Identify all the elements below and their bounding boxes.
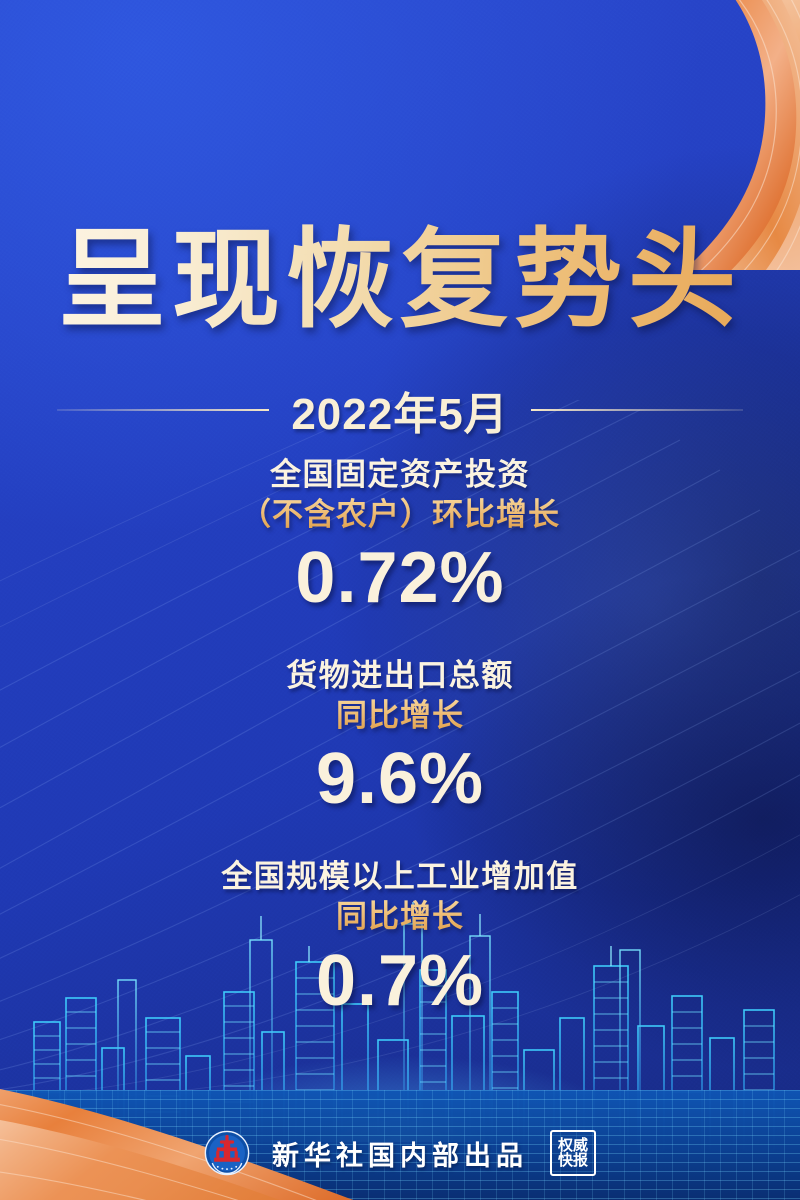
badge-line-2: 快报 <box>557 1152 588 1169</box>
stat-value: 9.6% <box>315 739 485 820</box>
ribbon-bottom-left <box>0 1040 380 1200</box>
stat-sublabel: 同比增长 <box>0 696 800 736</box>
stat-block-2: 货物进出口总额 同比增长 9.6% <box>0 656 800 819</box>
status-badge: 权威 快报 <box>550 1130 596 1176</box>
stat-label: 全国规模以上工业增加值 <box>221 859 579 895</box>
stat-sublabel: （不含农户）环比增长 <box>0 495 800 535</box>
badge-line-1: 权威 <box>557 1136 588 1154</box>
page-title: 呈现恢复势头 <box>0 221 800 339</box>
background-arc-lines <box>0 400 800 1100</box>
stats-list: 全国固定资产投资 （不含农户）环比增长 0.72% 货物进出口总额 同比增长 9… <box>0 455 800 1020</box>
ribbon-top-right <box>510 0 800 270</box>
stat-label: 货物进出口总额 <box>286 658 514 694</box>
stat-sublabel: 同比增长 <box>0 897 800 937</box>
stat-block-1: 全国固定资产投资 （不含农户）环比增长 0.72% <box>0 455 800 618</box>
stat-value: 0.72% <box>295 538 505 619</box>
footer-bar: 新华社国内部出品 权威 快报 <box>0 1124 800 1182</box>
stat-block-3: 全国规模以上工业增加值 同比增长 0.7% <box>0 857 800 1020</box>
date-rule-left <box>57 409 270 411</box>
stat-label: 全国固定资产投资 <box>270 457 530 492</box>
date-label: 2022年5月 <box>291 390 509 439</box>
stat-value: 0.7% <box>315 940 485 1021</box>
background-shade-right <box>400 560 800 1080</box>
footer-source-label: 新华社国内部出品 <box>272 1140 528 1171</box>
date-rule-right <box>530 409 743 411</box>
xinhua-logo-icon <box>204 1130 250 1176</box>
date-row: 2022年5月 <box>0 378 800 442</box>
